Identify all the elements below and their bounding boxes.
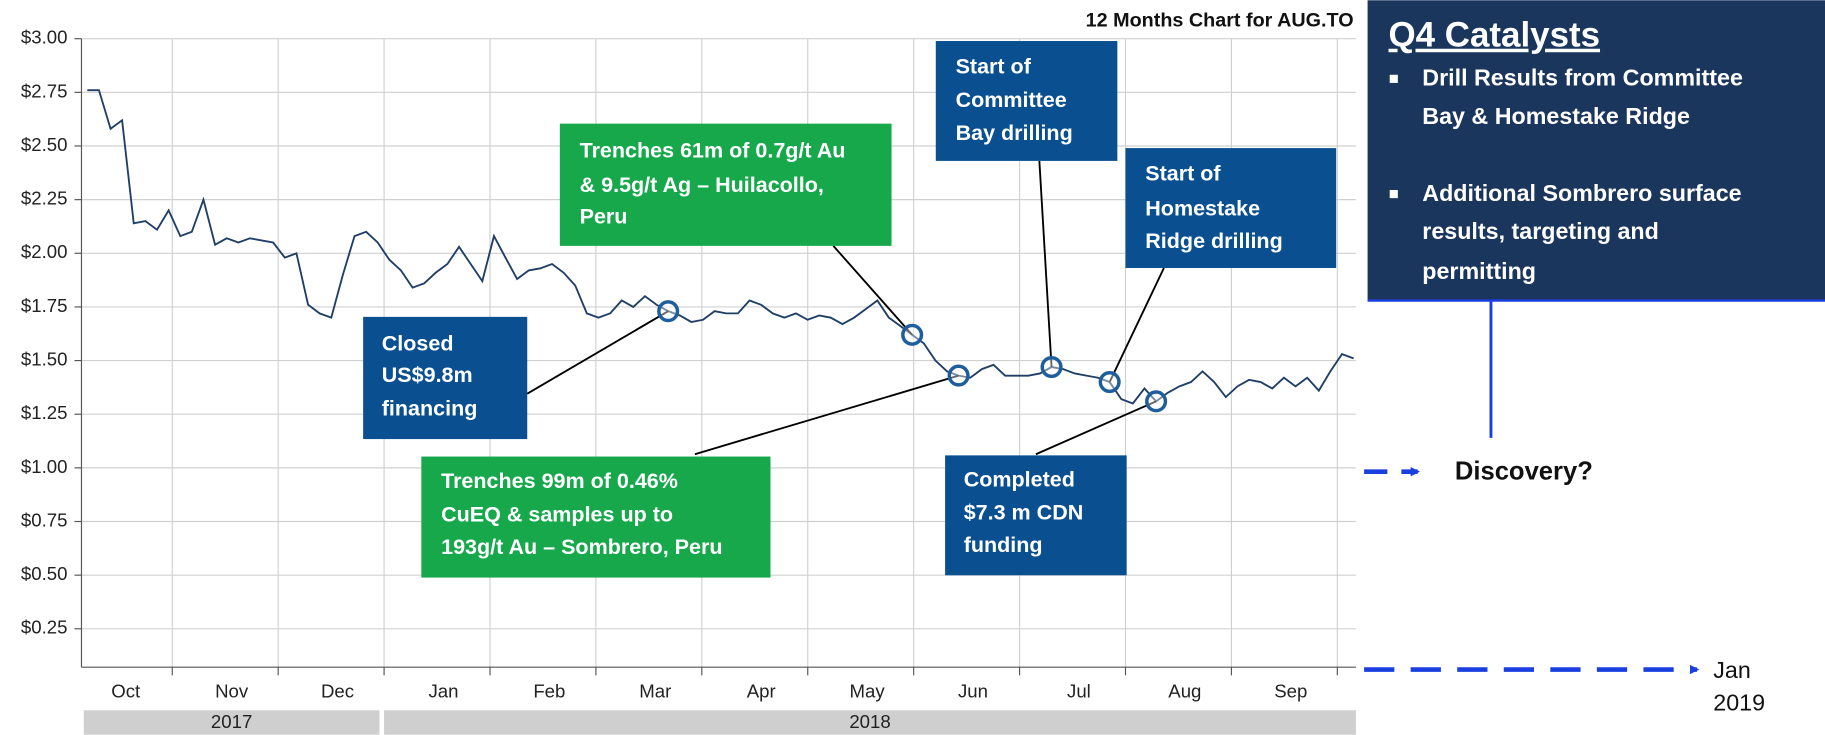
y-tick-label: $0.50: [21, 563, 68, 584]
bullet: [1389, 190, 1398, 199]
annotation-text: Trenches 99m of 0.46%: [441, 469, 678, 493]
callout-line: [526, 310, 669, 395]
y-tick-label: $2.50: [21, 134, 68, 155]
y-tick-label: $0.75: [21, 509, 68, 530]
x-tick-label: Jul: [1067, 681, 1091, 702]
bullet-text: permitting: [1422, 258, 1536, 284]
point-marker: [1098, 370, 1121, 394]
annotation-text: Start of: [956, 54, 1032, 78]
y-tick-label: $3.00: [21, 27, 68, 48]
annotation-text: Peru: [580, 205, 628, 229]
timeline-label: 2019: [1713, 690, 1765, 716]
callout-line: [1108, 267, 1165, 383]
x-tick-label: Sep: [1274, 681, 1307, 702]
point-marker: [901, 323, 924, 346]
point-marker: [657, 300, 680, 323]
year-band: [83, 710, 380, 735]
bullet: [1389, 74, 1398, 83]
x-tick-label: Mar: [639, 681, 671, 702]
annotation-box: [1125, 148, 1337, 268]
x-tick-label: Aug: [1168, 681, 1201, 702]
x-tick-label: Dec: [321, 681, 354, 702]
y-tick-label: $0.25: [21, 617, 68, 638]
catalyst-panel: [1367, 0, 1825, 301]
annotation-box: [559, 123, 892, 246]
y-tick-label: $1.50: [21, 348, 68, 369]
year-band: [384, 710, 1356, 735]
y-tick-label: $1.75: [21, 295, 68, 316]
annotation-text: funding: [964, 533, 1043, 557]
annotation-text: Start of: [1145, 162, 1221, 186]
annotation-text: Bay drilling: [956, 121, 1073, 145]
bullet-text: Drill Results from Committee: [1422, 65, 1743, 91]
annotation-text: Trenches 61m of 0.7g/t Au: [580, 138, 846, 162]
annotation-text: & 9.5g/t Ag – Huilacollo,: [580, 173, 824, 197]
price-line: [87, 89, 1354, 405]
annotation-box: [363, 316, 528, 440]
x-tick-label: Jan: [428, 681, 458, 702]
y-tick-label: $1.25: [21, 402, 68, 423]
year-label: 2017: [211, 711, 252, 732]
annotation-text: financing: [382, 397, 478, 421]
panel-title: Q4 Catalysts: [1389, 16, 1600, 55]
year-label: 2018: [849, 711, 890, 732]
annotation-text: 193g/t Au – Sombrero, Peru: [441, 535, 722, 559]
callout-line: [694, 374, 959, 456]
annotation-text: CuEQ & samples up to: [441, 503, 673, 527]
x-tick-label: Nov: [215, 681, 249, 702]
annotation-text: Completed: [964, 468, 1075, 492]
y-tick-label: $2.25: [21, 188, 68, 209]
discovery-label: Discovery?: [1455, 458, 1593, 486]
annotation-box: [945, 455, 1127, 576]
y-tick-label: $2.00: [21, 241, 68, 262]
annotation-text: Closed: [382, 331, 454, 355]
bullet-text: Additional Sombrero surface: [1422, 180, 1741, 206]
point-marker: [947, 364, 970, 387]
x-tick-label: Feb: [533, 681, 565, 702]
chart-title: 12 Months Chart for AUG.TO: [1086, 9, 1354, 31]
point-marker: [1040, 355, 1063, 379]
annotation-text: US$9.8m: [382, 363, 473, 387]
x-tick-label: Jun: [958, 681, 988, 702]
point-marker: [1145, 390, 1168, 413]
x-tick-label: Apr: [747, 681, 776, 702]
callout-line: [1038, 160, 1053, 368]
y-tick-label: $1.00: [21, 456, 68, 477]
callout-line: [1035, 400, 1157, 456]
annotation-text: Homestake: [1145, 196, 1260, 220]
annotation-box: [421, 456, 771, 578]
annotation-box: [935, 41, 1118, 161]
callout-line: [832, 245, 913, 336]
bullet-text: results, targeting and: [1422, 218, 1659, 244]
y-tick-label: $2.75: [21, 80, 68, 101]
x-tick-label: May: [850, 681, 886, 702]
x-tick-label: Oct: [111, 681, 141, 702]
bullet-text: Bay & Homestake Ridge: [1422, 103, 1690, 129]
annotation-text: Ridge drilling: [1145, 229, 1282, 253]
annotation-text: $7.3 m CDN: [964, 500, 1084, 524]
timeline-label: Jan: [1713, 657, 1751, 683]
annotation-text: Committee: [956, 88, 1067, 112]
